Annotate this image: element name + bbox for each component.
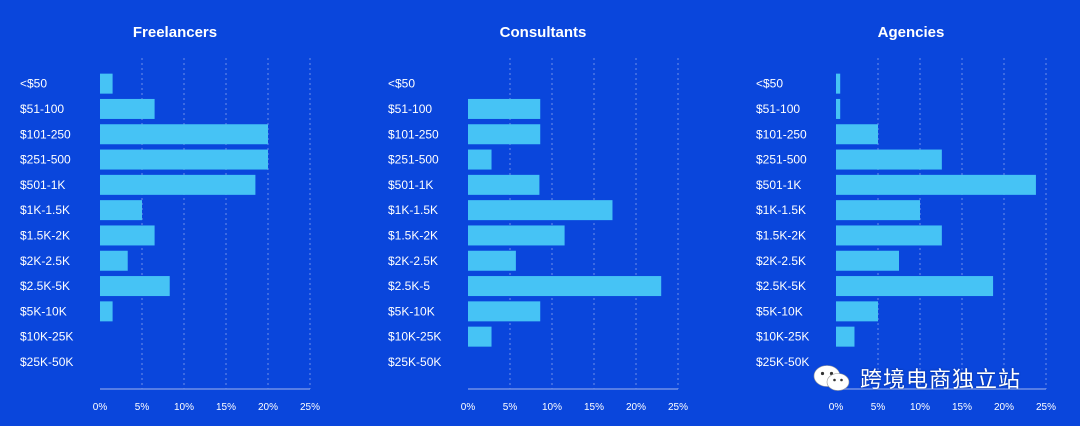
x-tick-label: 25% — [668, 402, 688, 413]
category-label: $25K-50K — [756, 355, 809, 369]
x-tick-label: 5% — [503, 402, 518, 413]
category-label: $25K-50K — [20, 355, 73, 369]
bar — [836, 326, 855, 347]
category-label: $51-100 — [388, 102, 432, 116]
bar — [468, 174, 540, 195]
category-label: $251-500 — [756, 153, 807, 167]
bar — [468, 326, 492, 347]
x-tick-label: 5% — [871, 402, 886, 413]
category-label: $1.5K-2K — [388, 228, 438, 242]
chart-title: Consultants — [500, 24, 587, 41]
category-label: $101-250 — [388, 127, 439, 141]
x-tick-label: 15% — [584, 402, 604, 413]
x-tick-label: 20% — [994, 402, 1014, 413]
category-label: $51-100 — [20, 102, 64, 116]
x-tick-label: 0% — [93, 402, 108, 413]
category-label: $25K-50K — [388, 355, 441, 369]
bar — [468, 250, 516, 271]
bar — [468, 124, 541, 145]
category-label: $2K-2.5K — [388, 254, 438, 268]
bar — [836, 98, 841, 119]
bar — [836, 250, 899, 271]
category-label: $1K-1.5K — [388, 203, 438, 217]
category-label: $101-250 — [756, 127, 807, 141]
x-tick-label: 25% — [300, 402, 320, 413]
bar — [100, 73, 113, 94]
bar — [468, 276, 662, 297]
bar — [100, 200, 142, 221]
bar — [836, 200, 920, 221]
wechat-icon — [813, 365, 850, 391]
category-label: <$50 — [756, 77, 783, 91]
x-tick-label: 15% — [216, 402, 236, 413]
x-tick-label: 20% — [626, 402, 646, 413]
bar — [100, 250, 128, 271]
category-label: $251-500 — [388, 153, 439, 167]
category-label: <$50 — [388, 77, 415, 91]
category-label: $1.5K-2K — [20, 228, 70, 242]
watermark-text: 跨境电商独立站 — [860, 368, 1022, 393]
category-label: <$50 — [20, 77, 47, 91]
bar — [468, 301, 541, 322]
bar — [468, 225, 565, 246]
category-label: $1K-1.5K — [20, 203, 70, 217]
category-label: $2.5K-5 — [388, 279, 430, 293]
bar — [468, 149, 492, 170]
x-tick-label: 10% — [910, 402, 930, 413]
category-label: $5K-10K — [756, 304, 803, 318]
bar — [100, 174, 256, 195]
bar — [836, 301, 878, 322]
bar — [100, 124, 268, 145]
category-label: $501-1K — [388, 178, 433, 192]
bar — [100, 225, 155, 246]
category-label: $501-1K — [756, 178, 801, 192]
bar — [836, 73, 841, 94]
bar — [836, 149, 942, 170]
category-label: $2K-2.5K — [756, 254, 806, 268]
bar — [836, 174, 1036, 195]
x-tick-label: 10% — [542, 402, 562, 413]
category-label: $10K-25K — [20, 330, 73, 344]
category-label: $2K-2.5K — [20, 254, 70, 268]
bar — [836, 225, 942, 246]
category-label: $2.5K-5K — [20, 279, 70, 293]
chart-title: Agencies — [878, 24, 945, 41]
category-label: $101-250 — [20, 127, 71, 141]
category-label: $5K-10K — [20, 304, 67, 318]
category-label: $51-100 — [756, 102, 800, 116]
category-label: $501-1K — [20, 178, 65, 192]
bar — [468, 98, 541, 119]
category-label: $10K-25K — [388, 330, 441, 344]
x-tick-label: 0% — [829, 402, 844, 413]
watermark: 跨境电商独立站 — [812, 362, 1021, 394]
x-tick-label: 15% — [952, 402, 972, 413]
bar — [100, 276, 170, 297]
bar — [100, 149, 268, 170]
x-tick-label: 10% — [174, 402, 194, 413]
bar — [100, 98, 155, 119]
bar — [836, 124, 878, 145]
category-label: $1.5K-2K — [756, 228, 806, 242]
category-label: $5K-10K — [388, 304, 435, 318]
bar — [100, 301, 113, 322]
category-label: $10K-25K — [756, 330, 809, 344]
category-label: $1K-1.5K — [756, 203, 806, 217]
x-tick-label: 0% — [461, 402, 476, 413]
category-label: $2.5K-5K — [756, 279, 806, 293]
category-label: $251-500 — [20, 153, 71, 167]
bar — [468, 200, 613, 221]
x-tick-label: 25% — [1036, 402, 1056, 413]
x-tick-label: 5% — [135, 402, 150, 413]
bar — [836, 276, 994, 297]
x-tick-label: 20% — [258, 402, 278, 413]
chart-title: Freelancers — [133, 24, 217, 41]
